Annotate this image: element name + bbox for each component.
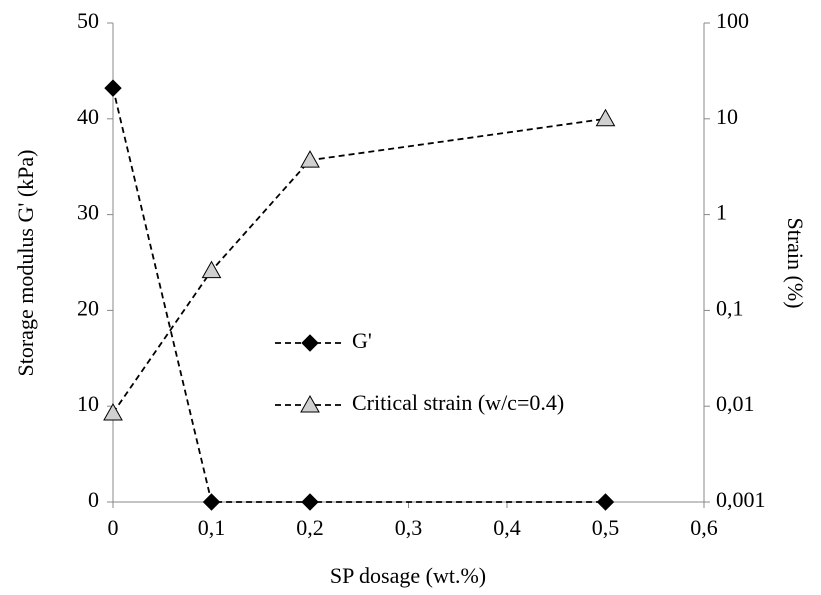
data-point xyxy=(201,260,222,279)
x-tick-label: 0,1 xyxy=(198,515,226,540)
data-point xyxy=(202,493,221,511)
y-tick-label: 0 xyxy=(88,487,99,512)
x-tick-label: 0,3 xyxy=(395,515,423,540)
legend-label: Critical strain (w/c=0.4) xyxy=(352,390,564,415)
y-tick-label: 30 xyxy=(77,200,99,225)
y2-tick-label: 0,001 xyxy=(716,487,766,512)
legend-label: G' xyxy=(352,328,372,353)
x-axis-label: SP dosage (wt.%) xyxy=(330,563,486,588)
legend-marker xyxy=(301,334,319,352)
y-tick-label: 40 xyxy=(77,104,99,129)
data-point xyxy=(595,108,616,127)
y2-tick-label: 100 xyxy=(716,8,749,33)
y2-tick-label: 0,01 xyxy=(716,391,755,416)
y2-tick-label: 0,1 xyxy=(716,295,744,320)
y-tick-label: 50 xyxy=(77,8,99,33)
x-tick-label: 0,6 xyxy=(690,515,718,540)
x-tick-label: 0,5 xyxy=(592,515,620,540)
data-point xyxy=(596,493,615,511)
data-point xyxy=(300,150,320,168)
y-axis-label: Storage modulus G' (kPa) xyxy=(13,150,38,377)
y2-tick-label: 10 xyxy=(716,104,738,129)
y-tick-label: 10 xyxy=(77,391,99,416)
y2-tick-label: 1 xyxy=(716,200,727,225)
series-line xyxy=(112,87,606,503)
x-tick-label: 0,4 xyxy=(493,515,521,540)
legend-marker xyxy=(300,394,320,413)
y-tick-label: 20 xyxy=(77,295,99,320)
series-line xyxy=(112,117,606,414)
data-point xyxy=(103,402,123,421)
data-point xyxy=(301,493,319,511)
x-tick-label: 0 xyxy=(108,515,119,540)
x-tick-label: 0,2 xyxy=(296,515,324,540)
y2-axis-label: Strain (%) xyxy=(783,217,808,308)
data-point xyxy=(104,79,122,97)
